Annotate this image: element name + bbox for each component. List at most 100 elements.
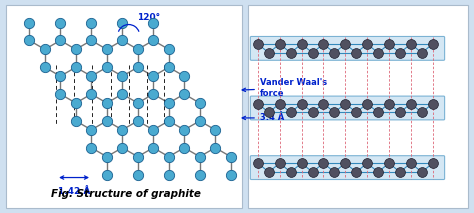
- Point: [330, 111, 338, 114]
- Point: [276, 161, 283, 165]
- Point: [407, 161, 415, 165]
- Point: [103, 173, 110, 176]
- Point: [385, 102, 393, 105]
- FancyBboxPatch shape: [250, 36, 445, 60]
- Point: [287, 170, 294, 174]
- Point: [385, 161, 393, 165]
- Point: [134, 66, 142, 69]
- Text: 120°: 120°: [137, 13, 160, 22]
- Point: [353, 51, 360, 55]
- Point: [341, 102, 349, 105]
- Point: [385, 42, 393, 46]
- Point: [364, 102, 371, 105]
- Point: [134, 173, 142, 176]
- Point: [407, 42, 415, 46]
- Point: [254, 161, 262, 165]
- Text: Fig. Structure of graphite: Fig. Structure of graphite: [51, 189, 201, 199]
- Point: [41, 66, 49, 69]
- Point: [287, 111, 294, 114]
- Point: [227, 173, 235, 176]
- Point: [149, 39, 157, 42]
- Point: [149, 21, 157, 24]
- Point: [56, 92, 64, 96]
- Point: [407, 102, 415, 105]
- Point: [298, 102, 305, 105]
- Point: [72, 101, 80, 105]
- Point: [118, 92, 126, 96]
- Point: [88, 75, 95, 78]
- Point: [196, 119, 203, 123]
- Point: [88, 92, 95, 96]
- Point: [309, 111, 316, 114]
- Point: [165, 173, 173, 176]
- Point: [196, 173, 203, 176]
- Point: [396, 170, 404, 174]
- Point: [181, 128, 188, 132]
- Point: [56, 75, 64, 78]
- Point: [88, 146, 95, 150]
- Point: [165, 66, 173, 69]
- Point: [254, 102, 262, 105]
- Point: [181, 92, 188, 96]
- Point: [211, 146, 219, 150]
- Point: [181, 75, 188, 78]
- Point: [353, 170, 360, 174]
- Point: [341, 42, 349, 46]
- Point: [287, 51, 294, 55]
- Point: [298, 42, 305, 46]
- Point: [364, 161, 371, 165]
- Point: [429, 161, 437, 165]
- Point: [309, 51, 316, 55]
- Point: [88, 39, 95, 42]
- Point: [374, 170, 382, 174]
- Point: [276, 42, 283, 46]
- Text: 1.42 Å: 1.42 Å: [58, 187, 90, 196]
- Point: [374, 51, 382, 55]
- Point: [276, 102, 283, 105]
- Point: [88, 21, 95, 24]
- Point: [56, 21, 64, 24]
- Point: [353, 111, 360, 114]
- Point: [118, 39, 126, 42]
- Point: [56, 39, 64, 42]
- Bar: [248, 5, 468, 208]
- Point: [165, 155, 173, 158]
- Point: [149, 146, 157, 150]
- Point: [72, 66, 80, 69]
- Point: [88, 128, 95, 132]
- Point: [374, 111, 382, 114]
- Point: [341, 161, 349, 165]
- Text: 3.4 Å: 3.4 Å: [242, 114, 284, 122]
- Point: [165, 48, 173, 51]
- Point: [309, 170, 316, 174]
- Bar: [6, 5, 242, 208]
- Point: [149, 128, 157, 132]
- Point: [181, 146, 188, 150]
- Point: [165, 119, 173, 123]
- Point: [26, 39, 33, 42]
- Point: [364, 42, 371, 46]
- Text: Vander Waal's
force: Vander Waal's force: [242, 78, 327, 98]
- Point: [149, 92, 157, 96]
- Point: [265, 111, 273, 114]
- Point: [72, 48, 80, 51]
- Point: [429, 42, 437, 46]
- Point: [118, 128, 126, 132]
- Point: [298, 161, 305, 165]
- Point: [118, 75, 126, 78]
- Point: [330, 170, 338, 174]
- Point: [418, 111, 426, 114]
- Point: [134, 48, 142, 51]
- Point: [103, 66, 110, 69]
- Point: [196, 155, 203, 158]
- Point: [118, 21, 126, 24]
- Point: [254, 42, 262, 46]
- Point: [319, 102, 327, 105]
- Point: [265, 170, 273, 174]
- Point: [103, 119, 110, 123]
- Point: [134, 101, 142, 105]
- Point: [149, 75, 157, 78]
- Point: [319, 161, 327, 165]
- Point: [103, 155, 110, 158]
- Point: [418, 51, 426, 55]
